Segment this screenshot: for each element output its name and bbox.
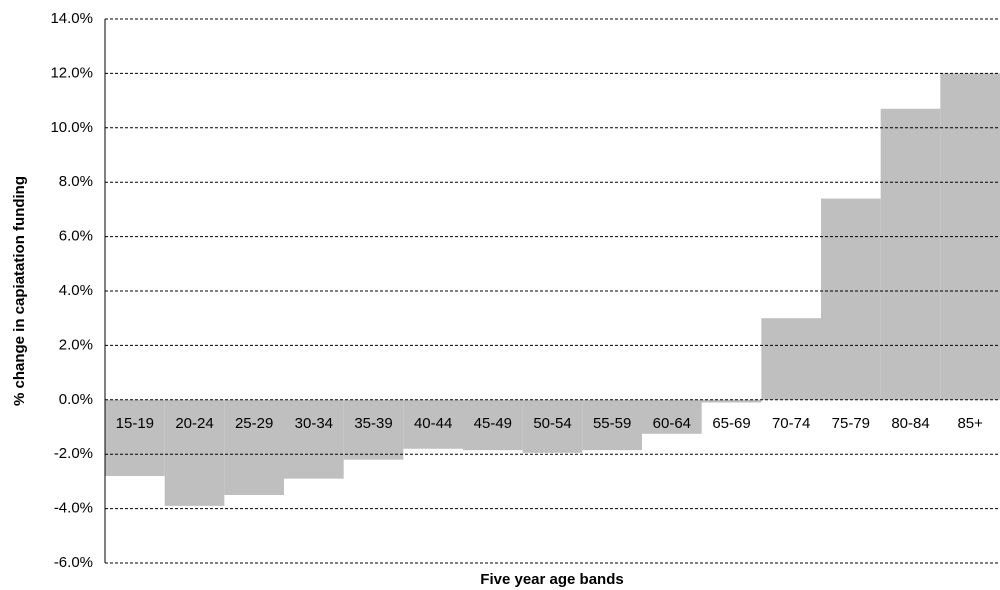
y-tick-label: -2.0% (54, 445, 93, 462)
x-tick-label: 65-69 (712, 415, 750, 432)
x-tick-label: 20-24 (175, 415, 213, 432)
bar (761, 318, 821, 400)
x-tick-label: 15-19 (116, 415, 154, 432)
y-axis-title: % change in capiatation funding (11, 176, 28, 406)
x-axis-title: Five year age bands (480, 571, 623, 588)
x-tick-label: 70-74 (772, 415, 810, 432)
x-tick-label: 55-59 (593, 415, 631, 432)
grid (105, 18, 1000, 564)
y-tick-label: 10.0% (50, 119, 93, 136)
y-tick-label: 12.0% (50, 64, 93, 81)
bar (880, 108, 941, 400)
y-tick-label: 4.0% (59, 282, 93, 299)
y-tick-label: 0.0% (59, 391, 93, 408)
bar (582, 399, 642, 451)
bar (522, 399, 583, 453)
x-tick-label: 50-54 (533, 415, 571, 432)
x-tick-label: 25-29 (235, 415, 273, 432)
bar (642, 399, 702, 434)
bar (343, 399, 404, 460)
y-tick-label: 14.0% (50, 10, 93, 27)
y-tick-label: 8.0% (59, 173, 93, 190)
y-tick-label: 6.0% (59, 228, 93, 245)
x-tick-label: 45-49 (474, 415, 512, 432)
x-tick-label: 85+ (957, 415, 983, 432)
x-tick-label: 80-84 (891, 415, 929, 432)
bar (164, 399, 225, 506)
bars (105, 73, 1000, 506)
x-tick-label: 40-44 (414, 415, 452, 432)
y-tick-label: 2.0% (59, 336, 93, 353)
labels: -6.0% -4.0% -2.0% 0.0% 2.0% 4.0% 6.0% 8.0% 10.0%… (50, 10, 983, 571)
bar (403, 399, 463, 449)
bar (701, 399, 762, 403)
bar (463, 399, 523, 451)
bar (284, 399, 344, 479)
y-tick-label: -6.0% (54, 554, 93, 571)
x-tick-label: 60-64 (653, 415, 691, 432)
bar (224, 399, 284, 495)
y-tick-label: -4.0% (54, 500, 93, 517)
x-tick-label: 35-39 (354, 415, 392, 432)
x-tick-label: 30-34 (295, 415, 333, 432)
x-tick-label: 75-79 (832, 415, 870, 432)
bar (105, 399, 165, 476)
bar (821, 198, 881, 400)
